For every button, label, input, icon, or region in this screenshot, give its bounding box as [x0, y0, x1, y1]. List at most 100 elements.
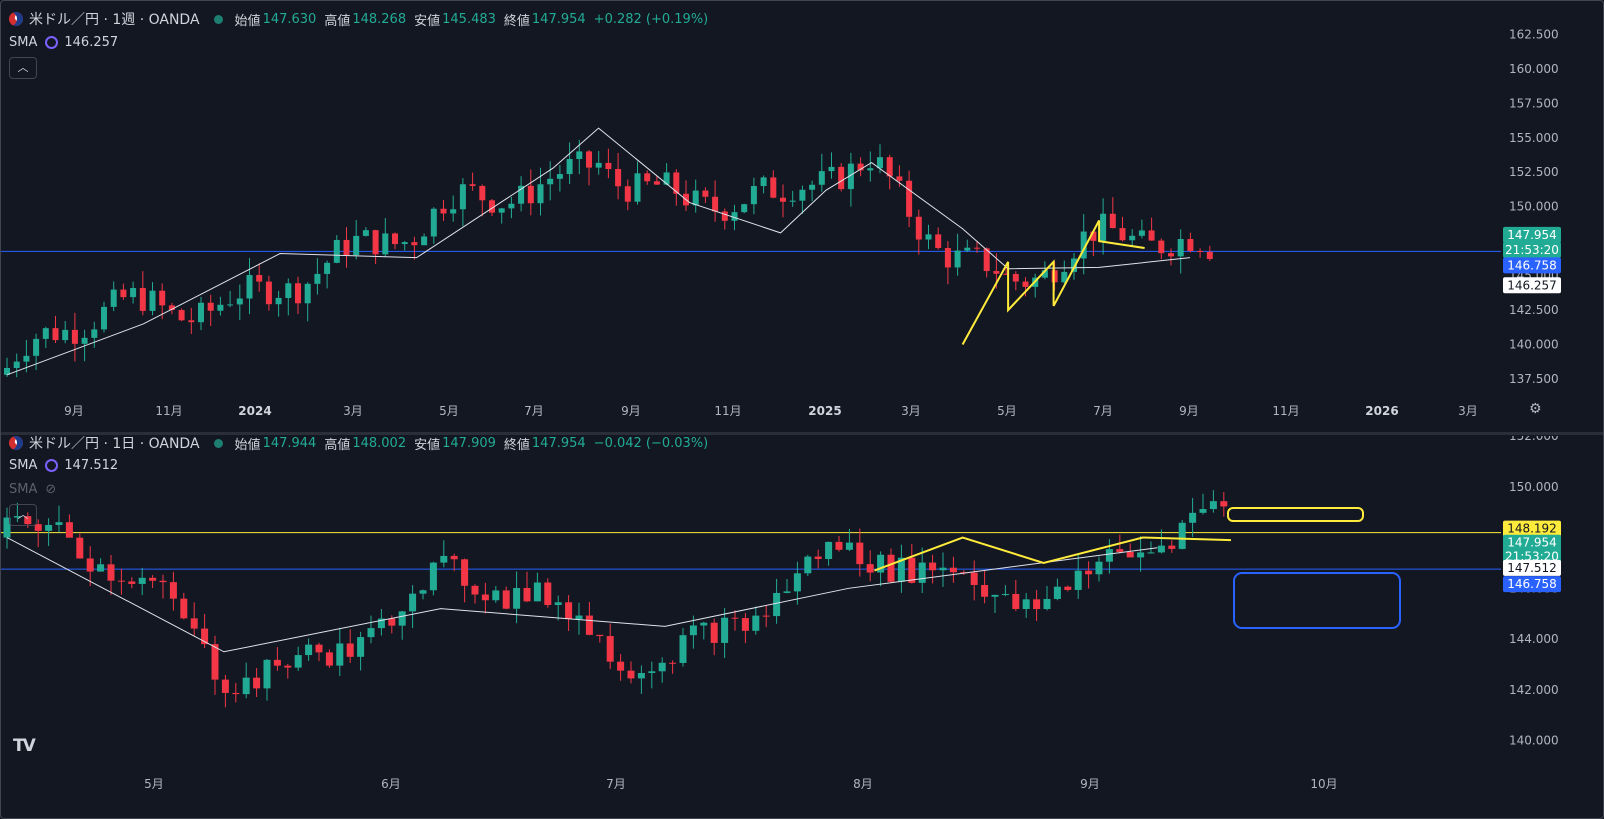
candle-body	[1126, 551, 1134, 558]
pane-divider[interactable]	[1, 432, 1603, 435]
candle-body	[190, 618, 198, 629]
candle-body	[398, 611, 406, 626]
y-tick-label: 157.500	[1509, 96, 1559, 110]
candle-body	[178, 310, 185, 321]
candle-body	[508, 203, 515, 209]
x-tick-label: 10月	[1310, 777, 1337, 791]
daily-chart[interactable]: 152.000150.000148.000146.000144.000142.0…	[1, 436, 1603, 817]
candle-body	[1053, 586, 1061, 599]
candle-body	[149, 577, 157, 581]
tradingview-logo[interactable]: TV	[13, 736, 36, 756]
candle-body	[702, 190, 709, 197]
candle-body	[107, 564, 115, 581]
candle-body	[180, 598, 188, 619]
candle-body	[52, 328, 59, 341]
y-tick-label: 150.000	[1509, 480, 1559, 494]
candle-body	[440, 208, 447, 214]
candle-body	[401, 242, 408, 245]
candle-body	[648, 671, 656, 674]
candle-body	[896, 176, 903, 181]
candle-body	[637, 673, 645, 679]
sma-line	[6, 537, 1158, 653]
y-tick-label: 160.000	[1509, 62, 1559, 76]
eye-crossed-icon[interactable]: ⊘	[45, 482, 57, 497]
daily-pane[interactable]: 152.000150.000148.000146.000144.000142.0…	[1, 436, 1603, 817]
last-price-tag-bg	[1503, 226, 1561, 243]
x-tick-label: 11月	[1272, 404, 1299, 418]
candle-body	[305, 644, 313, 656]
candle-body	[835, 541, 843, 550]
candle-body	[741, 204, 748, 213]
candle-body	[388, 618, 396, 626]
candle-body	[149, 290, 156, 311]
candle-body	[236, 298, 243, 305]
candle-body	[866, 564, 874, 573]
sma-legend[interactable]: SMA 147.512	[9, 458, 118, 473]
low-label: 安値	[414, 13, 441, 29]
candle-body	[595, 162, 602, 168]
y-tick-label: 150.000	[1509, 200, 1559, 214]
y-tick-label: 162.500	[1509, 27, 1559, 41]
candle-body	[793, 573, 801, 592]
candle-body	[887, 554, 895, 582]
low-label: 安値	[414, 437, 441, 453]
candle-body	[86, 558, 94, 572]
candle-body	[372, 230, 379, 255]
candle-body	[1022, 599, 1030, 609]
candle-body	[679, 635, 687, 663]
candle-body	[918, 562, 926, 583]
y-tick-label: 140.000	[1509, 337, 1559, 351]
x-tick-label: 5月	[439, 404, 459, 418]
low-value: 145.483	[442, 11, 496, 27]
candle-body	[55, 522, 63, 525]
candle-body	[71, 329, 78, 344]
candle-body	[908, 557, 916, 583]
collapse-legend-button[interactable]: ︿	[9, 57, 37, 79]
symbol-title[interactable]: 米ドル／円 · 1週 · OANDA	[29, 12, 200, 28]
candle-body	[263, 659, 271, 689]
x-tick-label: 2025	[808, 404, 841, 418]
x-tick-label: 8月	[853, 777, 873, 791]
candle-body	[42, 328, 49, 339]
blue-line-tag: 146.758	[1507, 258, 1557, 272]
sma-legend[interactable]: SMA 146.257	[9, 35, 118, 50]
last-price-tag: 147.954	[1507, 228, 1557, 242]
candle-body	[253, 677, 261, 689]
candle-body	[285, 283, 292, 298]
candle-body	[440, 555, 448, 563]
sma-source-icon[interactable]	[45, 36, 59, 49]
candle-body	[721, 617, 729, 643]
y-tick-label: 142.500	[1509, 303, 1559, 317]
candle-body	[502, 590, 510, 609]
candle-body	[459, 184, 466, 210]
candle-body	[825, 541, 833, 559]
weekly-chart[interactable]: 162.500 160.000 157.500 155.000 152.500 150.0…	[1, 1, 1603, 433]
collapse-legend-button[interactable]: ︿	[9, 504, 37, 526]
candle-body	[489, 200, 495, 213]
sma-value: 146.257	[64, 35, 119, 50]
candle-body	[653, 181, 660, 185]
candle-body	[315, 644, 323, 653]
candle-body	[789, 200, 796, 202]
candle-body	[669, 662, 677, 664]
candle-body	[721, 211, 728, 221]
candle-body	[246, 275, 253, 299]
symbol-title[interactable]: 米ドル／円 · 1日 · OANDA	[29, 436, 200, 452]
candle-body	[1043, 598, 1051, 609]
sma-source-icon[interactable]	[45, 459, 59, 472]
candle-body	[284, 665, 292, 668]
x-tick-label: 6月	[381, 777, 401, 791]
candle-body	[925, 234, 932, 240]
gear-icon[interactable]: ⚙	[1529, 401, 1542, 417]
sma-tag-bg	[1503, 277, 1561, 294]
x-tick-label: 5月	[144, 777, 164, 791]
candle-body	[362, 230, 369, 236]
sma-hidden-legend[interactable]: SMA ⊘	[9, 482, 56, 497]
change-value: −0.042 (−0.03%)	[593, 435, 709, 451]
candle-body	[138, 577, 146, 584]
open-label: 始値	[234, 437, 261, 453]
weekly-pane[interactable]: 162.500 160.000 157.500 155.000 152.500 150.0…	[1, 1, 1603, 433]
candle-body	[762, 615, 770, 617]
candle-body	[1157, 545, 1165, 553]
candle-body	[34, 524, 42, 531]
